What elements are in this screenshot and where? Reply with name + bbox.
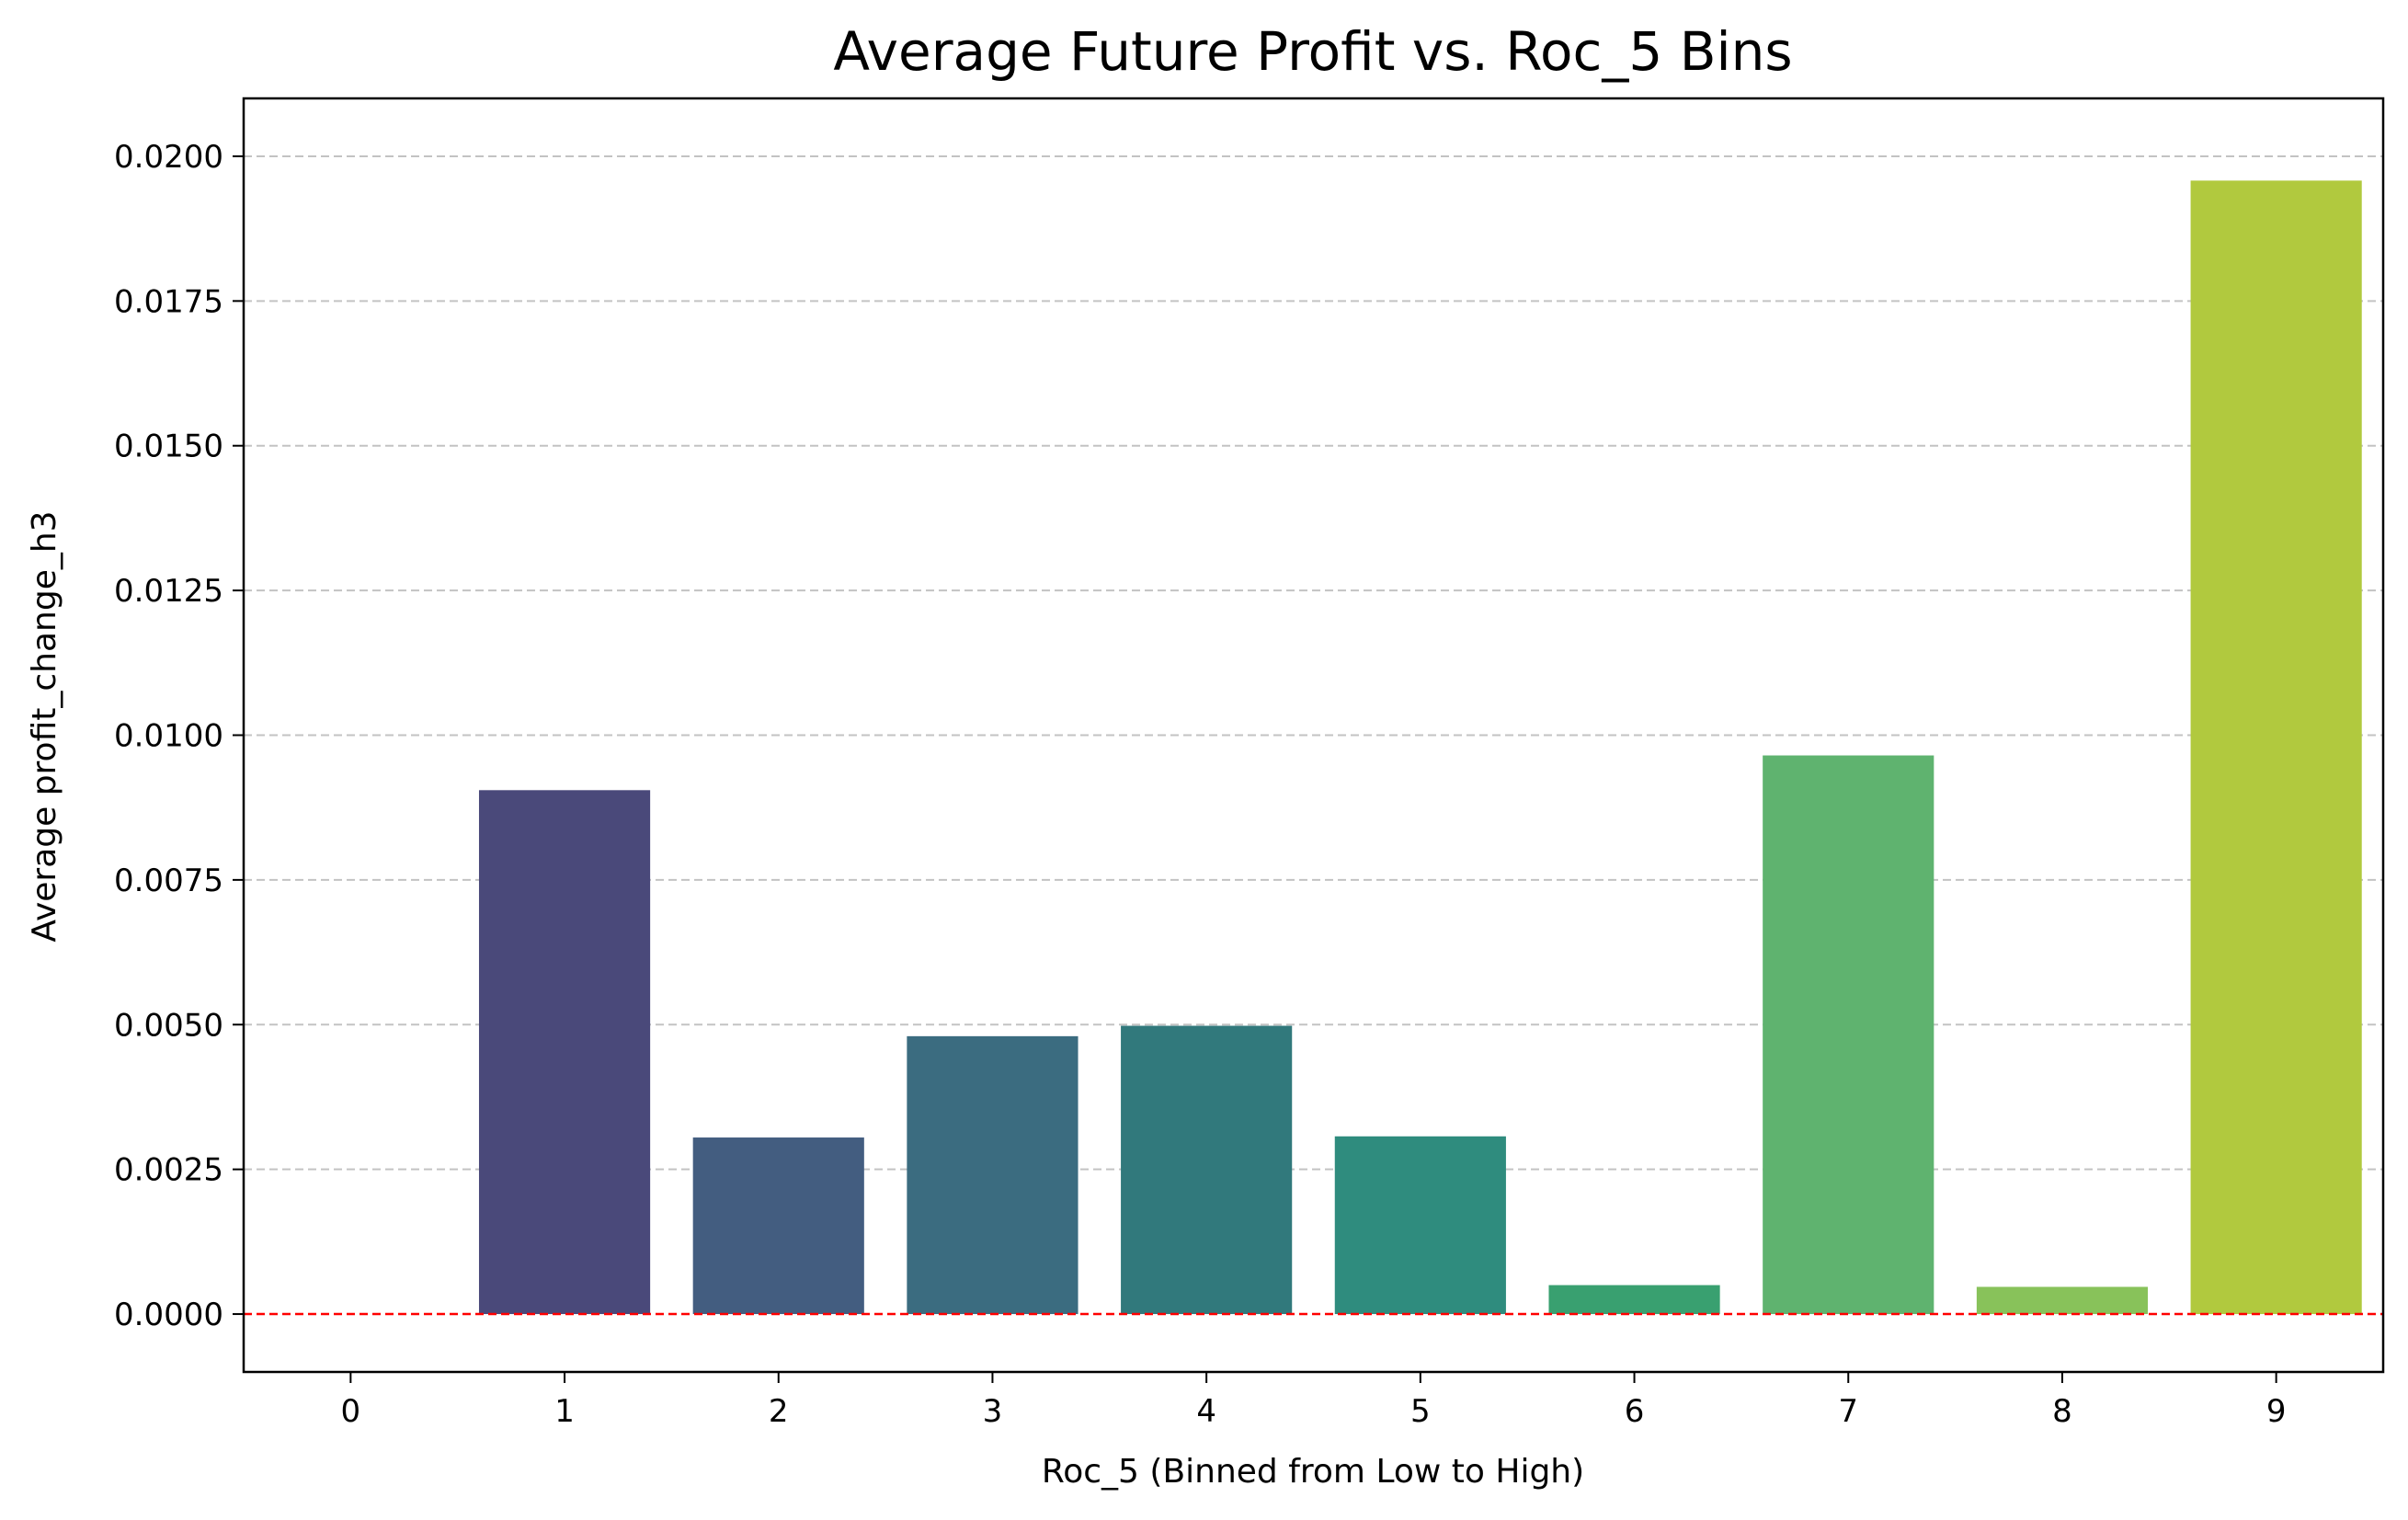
- bar-5: [1334, 1136, 1506, 1315]
- bar-9: [2190, 180, 2362, 1315]
- y-tick-label: 0.0200: [114, 139, 223, 176]
- y-tick-label: 0.0125: [114, 573, 223, 610]
- x-tick-label: 7: [1838, 1393, 1858, 1430]
- y-tick-label: 0.0150: [114, 429, 223, 465]
- y-tick-label: 0.0025: [114, 1152, 223, 1189]
- y-axis-ticks: 0.0000 0.0025 0.0050 0.0075 0.0100 0.0125 0.01…: [114, 139, 244, 1333]
- bar-6: [1548, 1285, 1720, 1315]
- x-tick-label: 0: [341, 1393, 361, 1430]
- y-tick-label: 0.0100: [114, 718, 223, 755]
- bar-3: [907, 1035, 1078, 1315]
- bar-7: [1763, 755, 1934, 1315]
- bar-8: [1976, 1286, 2149, 1315]
- x-tick-label: 8: [2052, 1393, 2072, 1430]
- x-axis-ticks: 0 1 2 3 4 5 6 7 8 9: [341, 1372, 2287, 1430]
- x-tick-label: 3: [983, 1393, 1003, 1430]
- x-tick-label: 1: [554, 1393, 575, 1430]
- bars: [478, 180, 2362, 1315]
- x-tick-label: 4: [1196, 1393, 1216, 1430]
- bar-4: [1121, 1025, 1293, 1315]
- bar-1: [478, 790, 651, 1315]
- y-axis-label: Average profit_change_h3: [26, 510, 63, 942]
- bar-2: [692, 1137, 864, 1315]
- chart-title: Average Future Profit vs. Roc_5 Bins: [833, 20, 1792, 83]
- x-tick-label: 5: [1410, 1393, 1431, 1430]
- x-tick-label: 6: [1625, 1393, 1645, 1430]
- y-tick-label: 0.0000: [114, 1297, 223, 1333]
- y-tick-label: 0.0075: [114, 863, 223, 899]
- y-tick-label: 0.0050: [114, 1007, 223, 1044]
- x-axis-label: Roc_5 (Binned from Low to High): [1042, 1453, 1584, 1491]
- y-tick-label: 0.0175: [114, 283, 223, 320]
- x-tick-label: 9: [2266, 1393, 2287, 1430]
- x-tick-label: 2: [769, 1393, 789, 1430]
